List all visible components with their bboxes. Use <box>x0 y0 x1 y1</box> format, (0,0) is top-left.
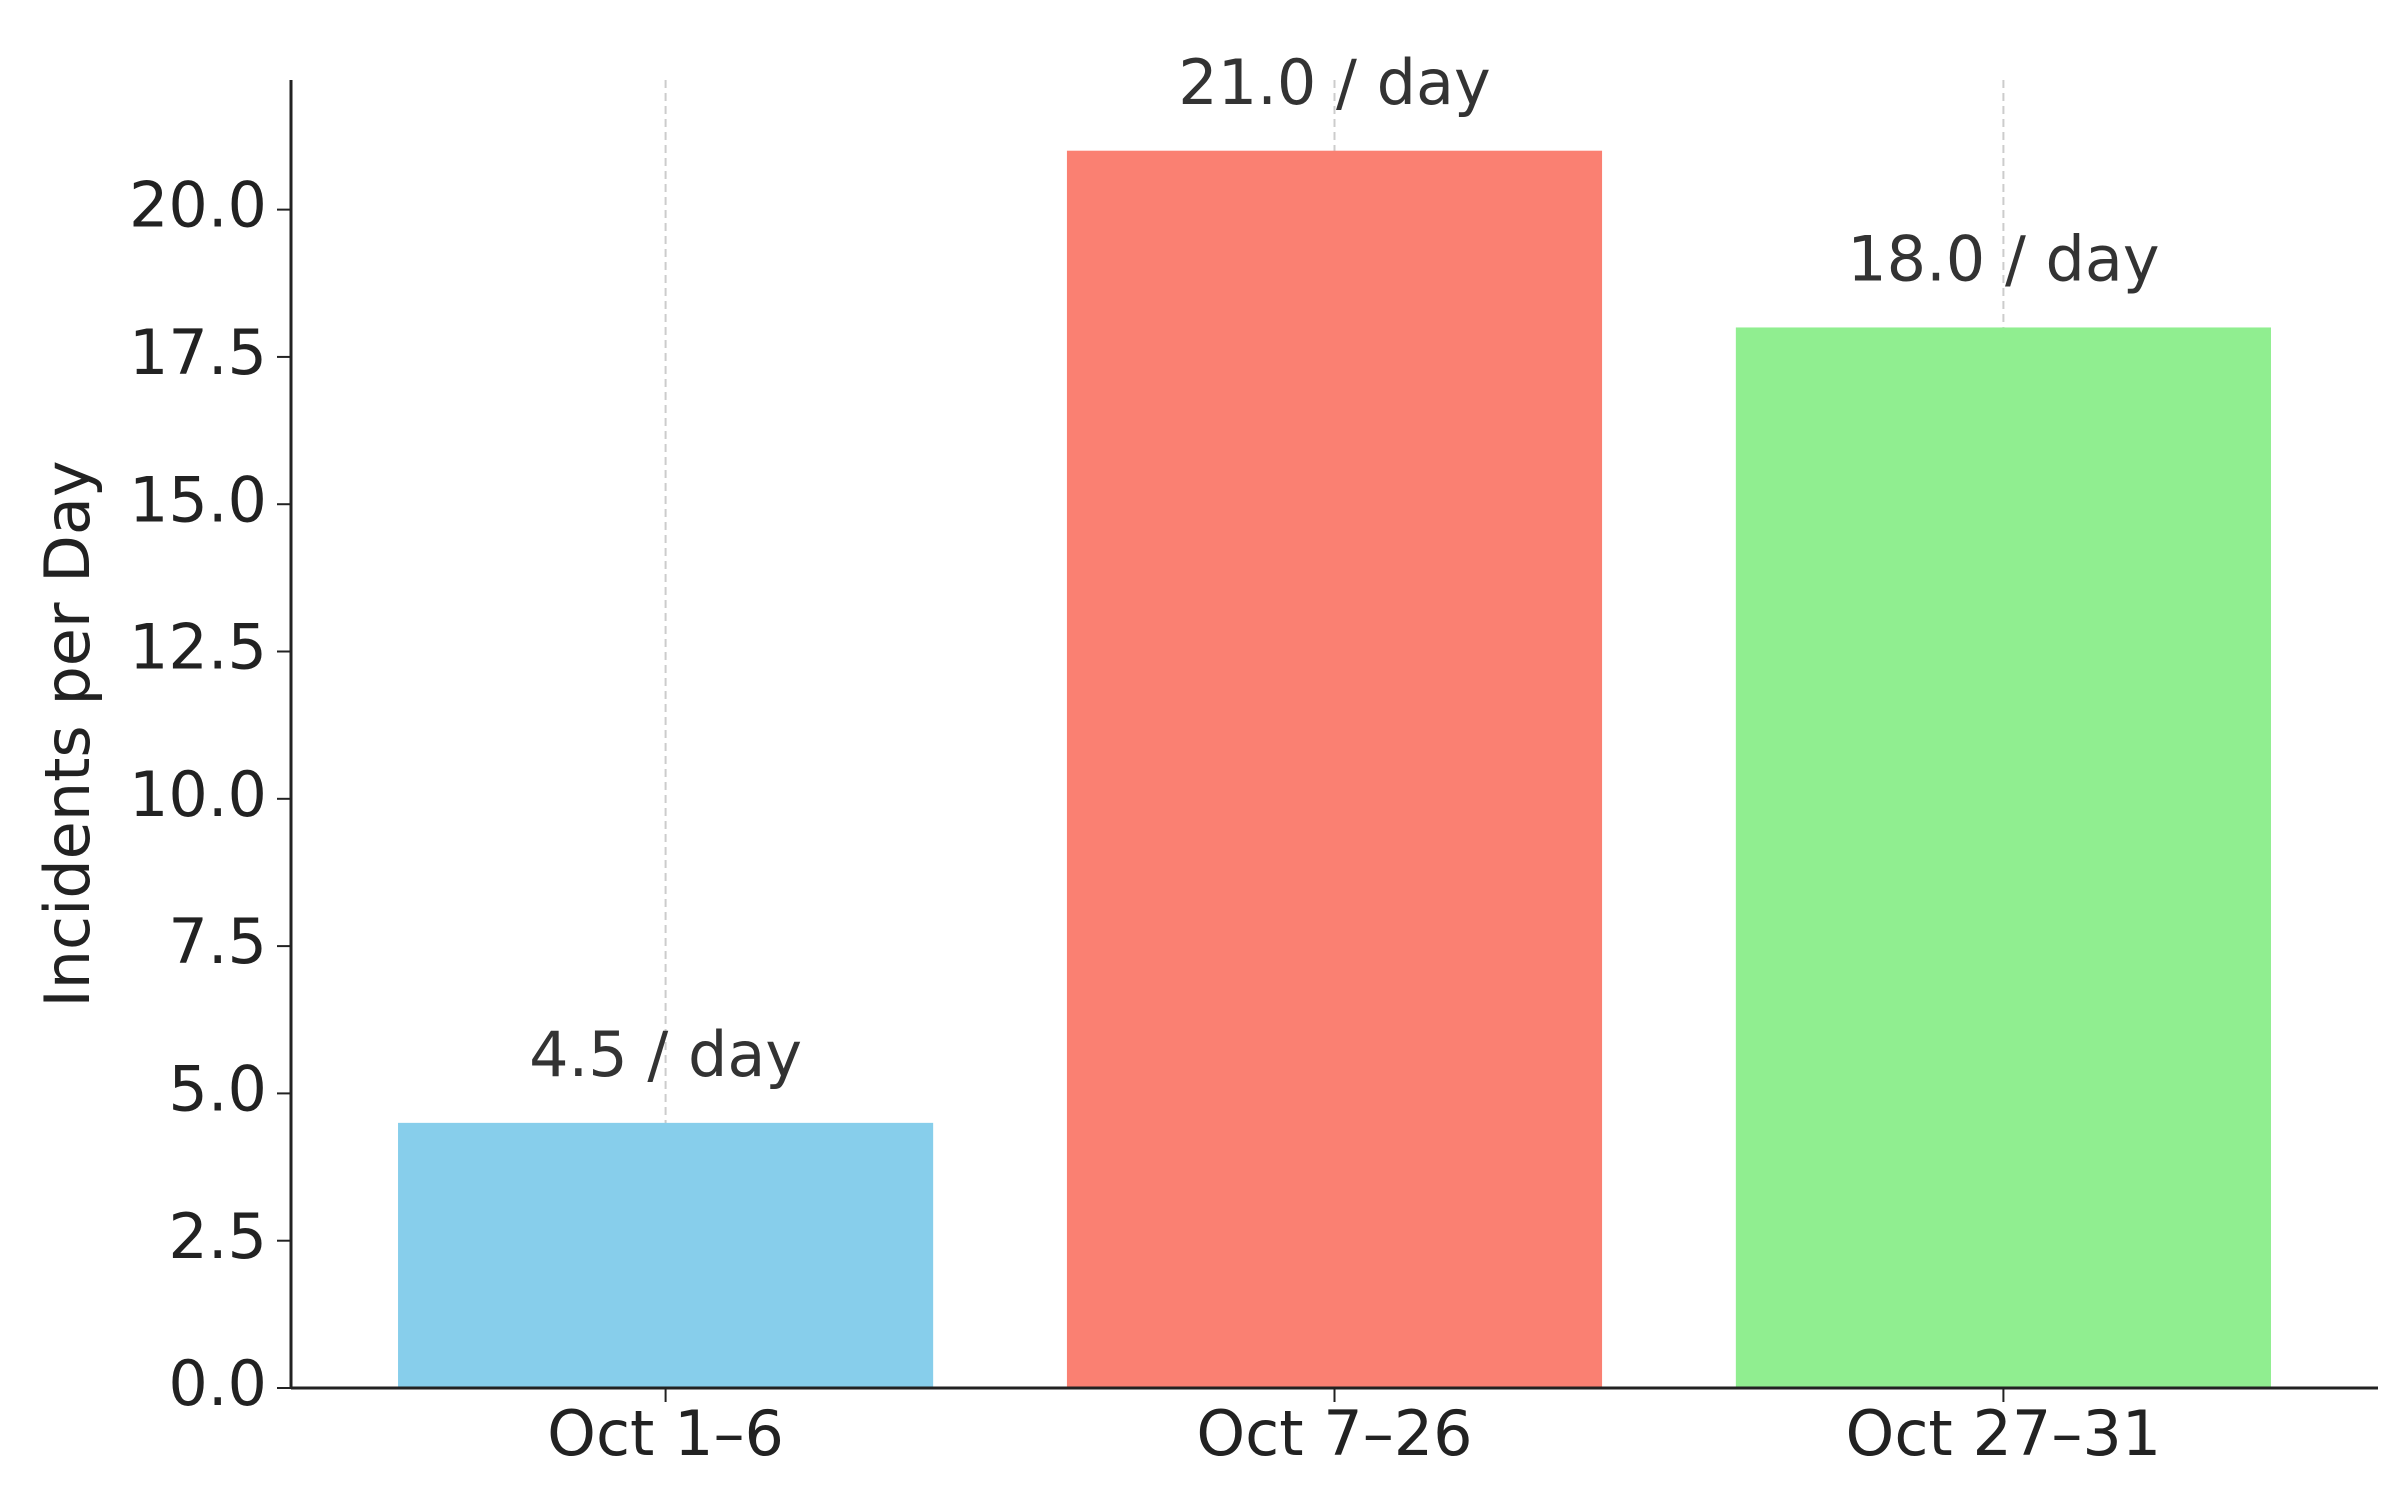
bar <box>1735 327 2271 1388</box>
y-tick-label: 5.0 <box>168 1052 267 1125</box>
y-tick-label: 17.5 <box>129 316 267 389</box>
bar <box>1066 150 1603 1389</box>
y-tick-label: 0.0 <box>168 1347 267 1420</box>
y-tick-label: 20.0 <box>129 169 267 242</box>
value-label: 18.0 / day <box>1847 223 2159 296</box>
y-tick-label: 12.5 <box>129 611 267 684</box>
value-label: 21.0 / day <box>1178 46 1490 119</box>
y-tick-label: 15.0 <box>129 463 267 536</box>
y-tick-label: 10.0 <box>129 758 267 831</box>
bar <box>398 1122 934 1388</box>
x-tick-label: Oct 1–6 <box>547 1397 784 1470</box>
value-label: 4.5 / day <box>529 1018 802 1091</box>
y-tick-label: 7.5 <box>168 905 267 978</box>
x-tick-label: Oct 7–26 <box>1196 1397 1472 1470</box>
y-tick-label: 2.5 <box>168 1200 267 1273</box>
y-axis-label: Incidents per Day <box>31 460 104 1007</box>
x-tick-label: Oct 27–31 <box>1846 1397 2162 1470</box>
